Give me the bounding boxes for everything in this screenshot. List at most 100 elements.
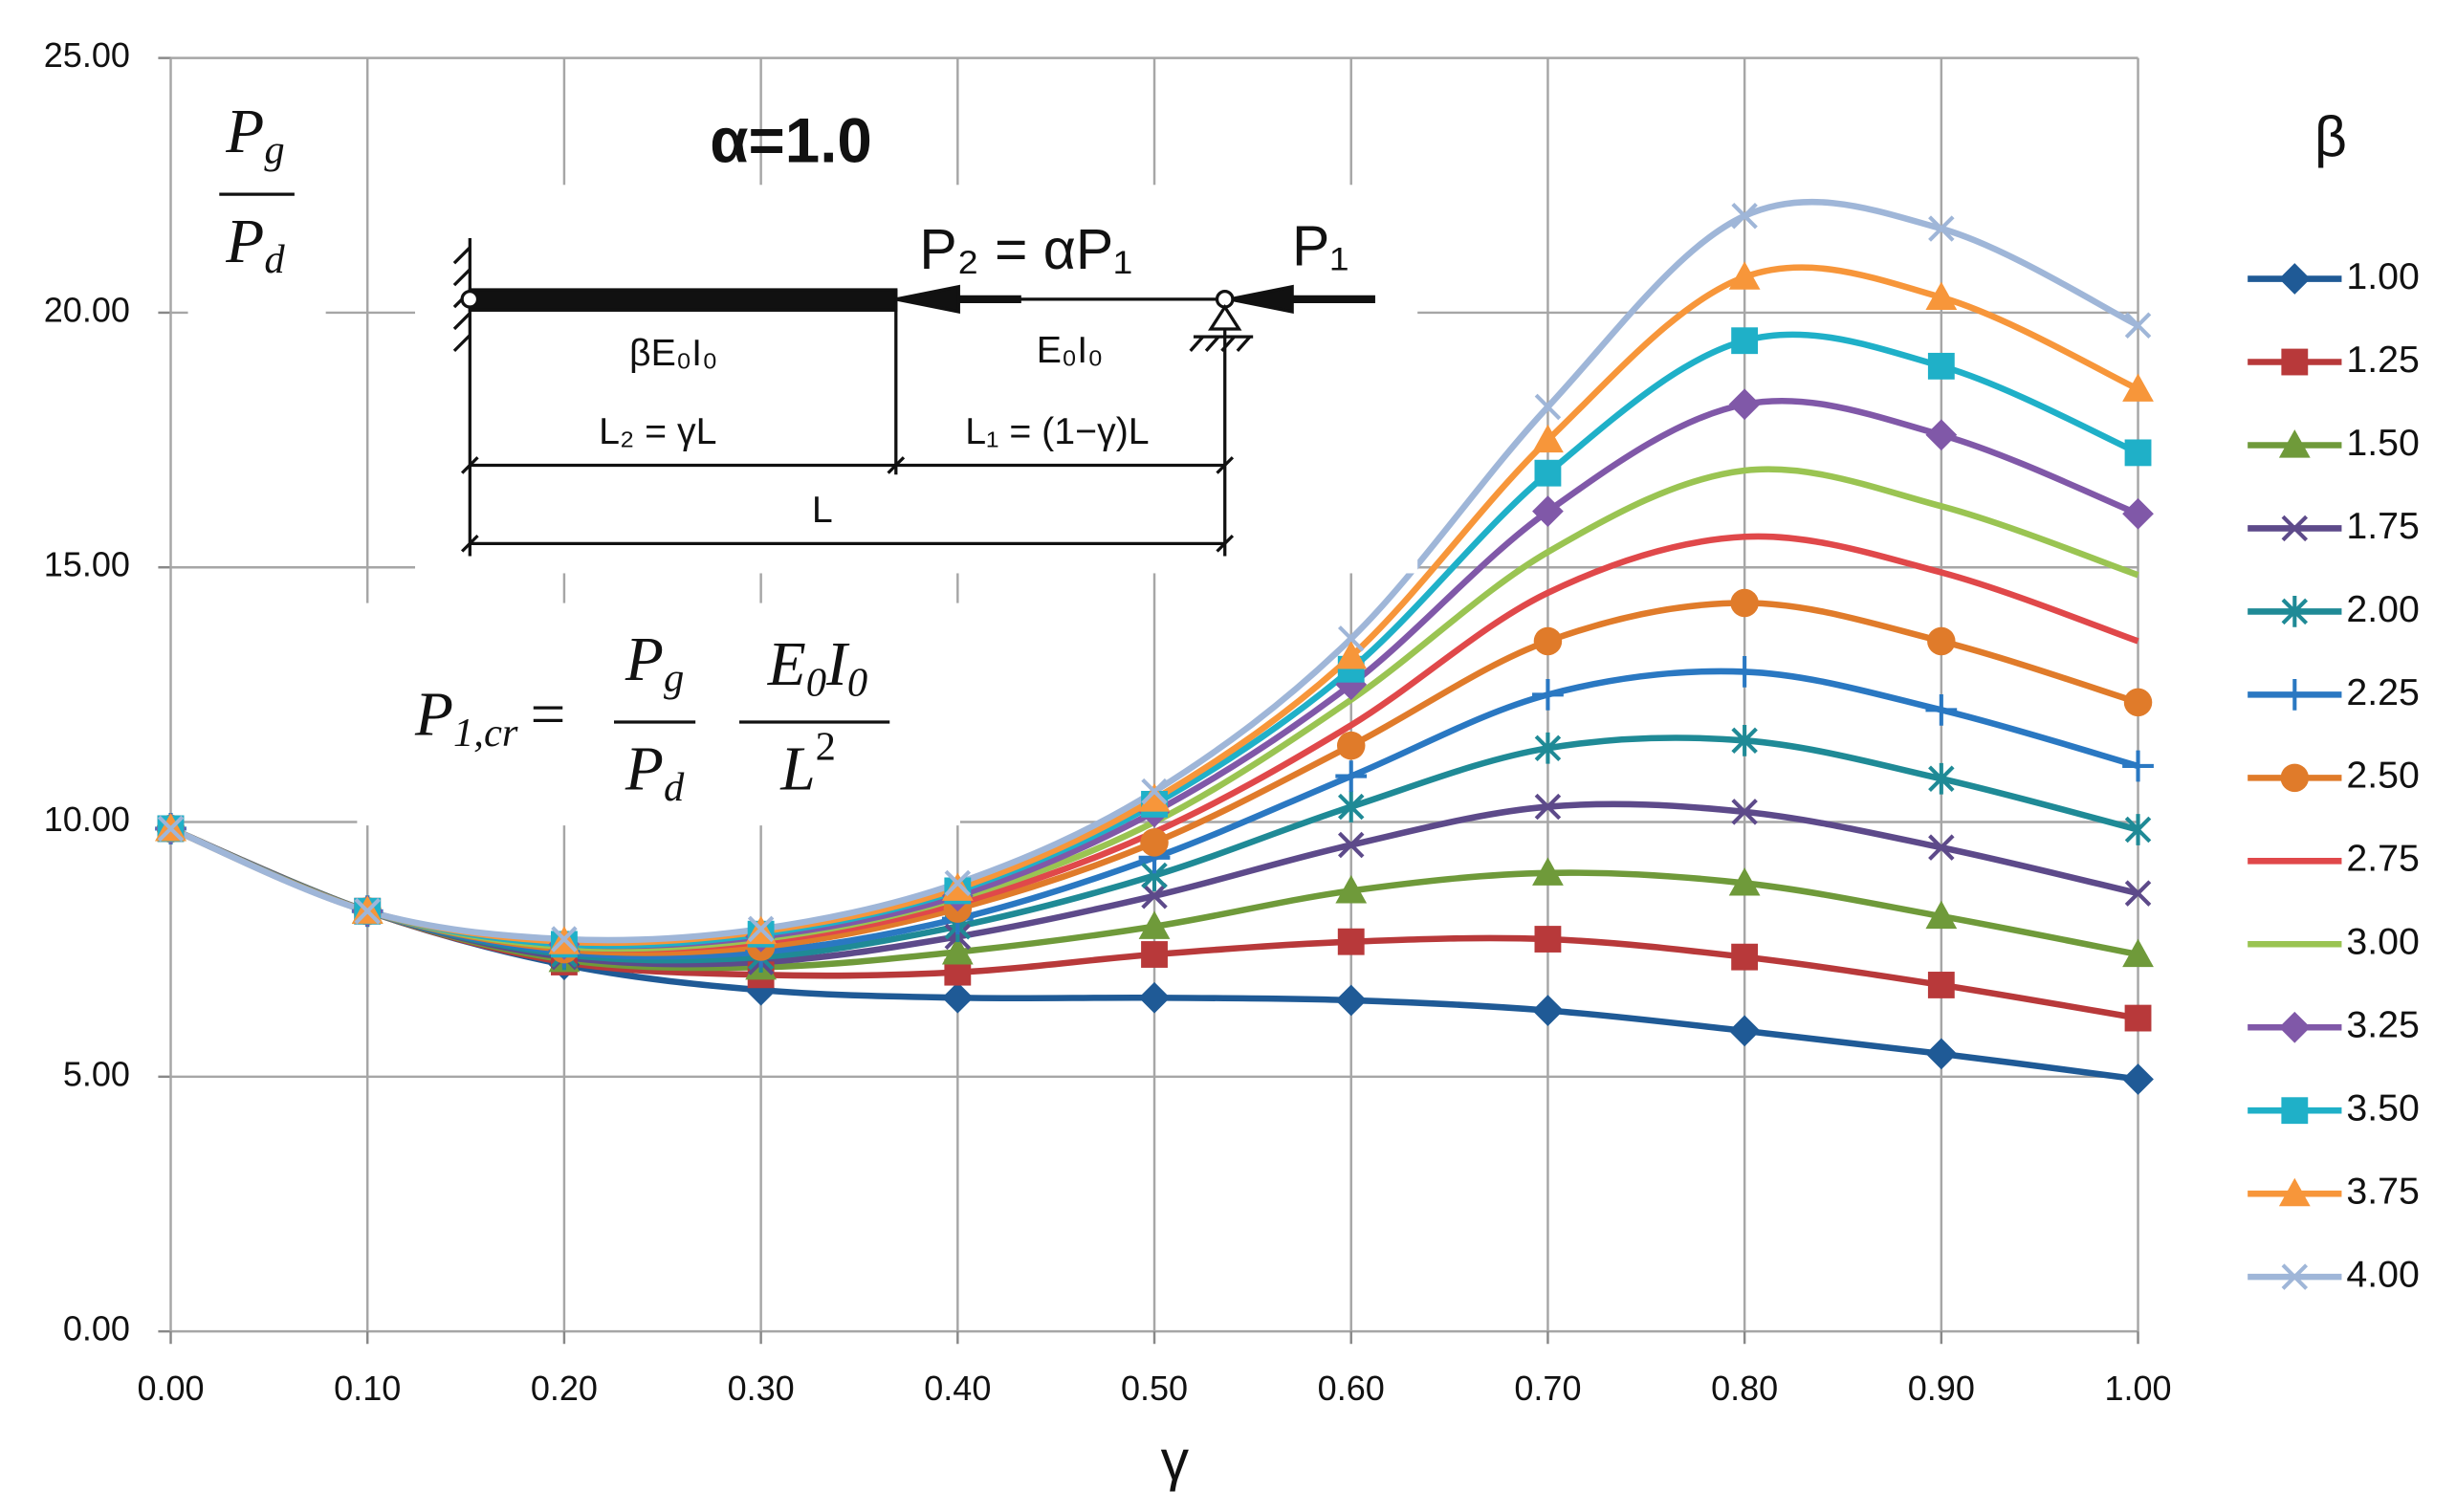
sub: g bbox=[264, 127, 284, 172]
marker bbox=[1141, 941, 1168, 968]
marker bbox=[1731, 724, 1758, 756]
marker bbox=[1731, 799, 1758, 825]
ratio-num: Pg bbox=[225, 98, 284, 172]
len2-label: L₂ = γL bbox=[599, 410, 716, 452]
legend-label: 2.75 bbox=[2346, 838, 2419, 880]
equals: = bbox=[531, 680, 566, 749]
x-tick-label: 0.20 bbox=[531, 1369, 598, 1408]
formula-lhs: P1,cr = bbox=[414, 680, 565, 755]
marker bbox=[1925, 419, 1958, 451]
x-tick-label: 0.40 bbox=[924, 1369, 991, 1408]
marker bbox=[2278, 1177, 2311, 1207]
marker bbox=[1532, 495, 1564, 528]
sub: d bbox=[264, 237, 285, 282]
legend: 1.00 1.25 1.50 1.75 2.00 2.25 2.50 2.75 3.00 3.25… bbox=[2248, 255, 2420, 1296]
marker bbox=[2281, 1097, 2309, 1125]
legend-label: 3.50 bbox=[2346, 1087, 2419, 1129]
marker bbox=[2122, 750, 2154, 782]
sup: 2 bbox=[816, 724, 836, 769]
marker bbox=[1337, 928, 1365, 955]
beam-diagram bbox=[452, 237, 1375, 557]
marker bbox=[2124, 312, 2152, 339]
sub: 0 bbox=[806, 660, 826, 705]
marker bbox=[1335, 984, 1368, 1017]
marker bbox=[2124, 1004, 2152, 1032]
marker bbox=[2124, 439, 2152, 467]
marker bbox=[1728, 656, 1761, 688]
marker bbox=[1728, 867, 1761, 896]
y-tick-label: 10.00 bbox=[44, 800, 130, 839]
stiff2-label: βE₀I₀ bbox=[629, 332, 717, 374]
marker bbox=[1533, 626, 1563, 656]
sub: 0 bbox=[847, 660, 867, 705]
marker bbox=[1335, 875, 1368, 904]
total-length-label: L bbox=[812, 489, 833, 531]
marker bbox=[1534, 393, 1562, 421]
sub: 1,cr bbox=[453, 711, 518, 756]
alpha-label: α=1.0 bbox=[710, 106, 872, 176]
marker bbox=[2278, 429, 2311, 458]
marker bbox=[1532, 857, 1564, 886]
marker bbox=[1336, 731, 1366, 760]
ratio-box bbox=[187, 86, 326, 384]
marker bbox=[354, 898, 381, 925]
marker bbox=[1141, 883, 1168, 909]
marker bbox=[1731, 327, 1759, 355]
len1-label: L₁ = (1−γ)L bbox=[965, 410, 1149, 452]
marker bbox=[1335, 760, 1368, 792]
legend-label: 3.25 bbox=[2346, 1004, 2419, 1046]
marker bbox=[944, 869, 972, 897]
marker bbox=[1532, 424, 1564, 453]
marker bbox=[941, 981, 974, 1014]
marker bbox=[1730, 588, 1759, 618]
marker bbox=[1337, 791, 1365, 822]
p2-label: P₂ = αP₁ bbox=[919, 219, 1132, 281]
formula-den: Pd bbox=[625, 735, 685, 810]
marker bbox=[1925, 693, 1958, 726]
sym: E bbox=[767, 630, 806, 699]
marker bbox=[1532, 995, 1564, 1026]
marker bbox=[1534, 732, 1562, 764]
marker bbox=[2122, 1063, 2154, 1095]
marker bbox=[1928, 834, 1955, 861]
marker bbox=[1731, 203, 1758, 230]
marker bbox=[1337, 831, 1365, 859]
marker bbox=[2122, 497, 2154, 530]
marker bbox=[1335, 641, 1368, 669]
marker bbox=[941, 935, 974, 965]
legend-label: 4.00 bbox=[2346, 1254, 2419, 1296]
marker bbox=[2281, 348, 2309, 376]
x-tick-label: 0.80 bbox=[1711, 1369, 1778, 1408]
marker bbox=[1138, 783, 1171, 812]
marker bbox=[1728, 261, 1761, 290]
marker bbox=[1141, 778, 1168, 805]
x-axis-label: γ bbox=[1161, 1430, 1190, 1492]
legend-label: 1.00 bbox=[2346, 255, 2419, 297]
overlay: α=1.0 Pg Pd P₂ = αP₁ P₁ βE₀I₀ E₀I₀ bbox=[187, 86, 1418, 826]
marker bbox=[2124, 814, 2152, 845]
sym: P bbox=[225, 208, 264, 276]
x-tick-label: 0.00 bbox=[137, 1369, 204, 1408]
marker bbox=[2281, 1263, 2309, 1290]
y-tick-label: 15.00 bbox=[44, 545, 130, 584]
marker bbox=[1927, 972, 1955, 998]
marker bbox=[1731, 943, 1759, 971]
marker bbox=[2278, 1011, 2311, 1043]
marker bbox=[2278, 679, 2311, 711]
marker bbox=[1138, 981, 1171, 1014]
legend-title: β bbox=[2314, 106, 2347, 168]
marker bbox=[1337, 625, 1365, 652]
sub: g bbox=[664, 655, 684, 700]
marker bbox=[1925, 900, 1958, 930]
y-tick-label: 5.00 bbox=[63, 1054, 130, 1093]
marker bbox=[1534, 793, 1562, 821]
marker bbox=[1928, 215, 1955, 242]
y-tick-label: 0.00 bbox=[63, 1309, 130, 1348]
sub: d bbox=[664, 765, 685, 810]
marker bbox=[2281, 596, 2309, 627]
y-tick-label: 20.00 bbox=[44, 290, 130, 329]
formula-den2: L2 bbox=[779, 724, 836, 803]
sym: L bbox=[779, 735, 815, 804]
marker bbox=[1532, 679, 1564, 711]
